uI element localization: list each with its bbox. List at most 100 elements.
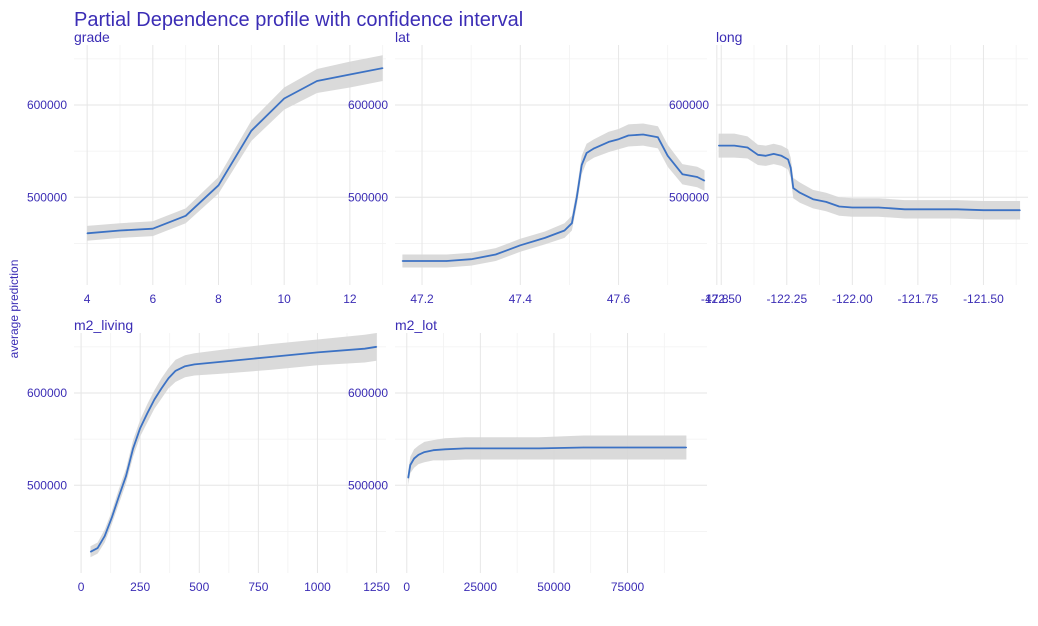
data-point xyxy=(269,356,271,358)
x-tick-label: 47.2 xyxy=(410,292,434,306)
data-point xyxy=(773,153,775,155)
y-tick-label: 500000 xyxy=(348,190,388,204)
x-tick-label: 1250 xyxy=(363,580,390,594)
data-point xyxy=(413,457,415,460)
data-point xyxy=(718,145,720,147)
data-point xyxy=(812,198,814,200)
data-point xyxy=(538,447,540,449)
data-point xyxy=(495,253,497,256)
data-point xyxy=(787,158,789,161)
x-tick-label: 4 xyxy=(84,292,91,306)
x-tick-label: -121.75 xyxy=(898,292,939,306)
confidence-band xyxy=(718,133,1021,220)
y-tick-label: 500000 xyxy=(27,190,67,204)
x-tick-label: 25000 xyxy=(464,580,498,594)
data-point xyxy=(519,244,521,246)
data-point xyxy=(146,412,148,414)
data-point xyxy=(111,517,113,519)
data-point xyxy=(746,146,749,149)
strip-label: lat xyxy=(395,29,410,45)
x-tick-label: 750 xyxy=(248,580,268,594)
data-point xyxy=(465,447,467,449)
data-point xyxy=(703,180,706,182)
x-tick-label: 1000 xyxy=(304,580,331,594)
data-point xyxy=(780,155,783,157)
x-tick-label: 0 xyxy=(78,580,85,594)
strip-label: m2_lot xyxy=(395,317,437,333)
panel-m2-living: m2_living 0 250 500 750 1000 1250 500000 600000 xyxy=(27,317,390,594)
confidence-band xyxy=(408,435,687,486)
data-point xyxy=(375,346,378,348)
x-tick-label: 0 xyxy=(403,580,410,594)
data-point xyxy=(316,80,318,82)
data-point xyxy=(316,351,319,353)
x-tick-label: -122.50 xyxy=(701,292,742,306)
data-point xyxy=(364,348,366,350)
data-point xyxy=(250,130,252,132)
data-point xyxy=(582,446,584,449)
data-point xyxy=(904,208,906,210)
panel-m2-lot: m2_lot 0 25000 50000 75000 500000 600000 xyxy=(348,317,707,594)
data-point xyxy=(617,138,620,140)
data-point xyxy=(421,260,423,262)
y-axis-label: average prediction xyxy=(7,260,21,359)
data-point xyxy=(175,370,177,372)
x-tick-label: 6 xyxy=(149,292,156,306)
confidence-band xyxy=(402,123,705,268)
data-point xyxy=(494,447,496,449)
x-tick-label: 8 xyxy=(215,292,222,306)
data-point xyxy=(671,446,673,449)
data-point xyxy=(930,208,932,210)
data-point xyxy=(132,447,134,449)
chart-title: Partial Dependence profile with confiden… xyxy=(74,9,523,31)
y-tick-label: 600000 xyxy=(348,386,388,400)
data-point xyxy=(790,167,792,169)
strip-label: long xyxy=(716,29,742,45)
data-point xyxy=(571,222,573,224)
data-point xyxy=(681,173,684,175)
data-point xyxy=(222,361,224,363)
data-point xyxy=(586,152,588,154)
data-point xyxy=(382,67,384,69)
data-point xyxy=(544,237,546,239)
data-point xyxy=(608,141,610,143)
data-point xyxy=(563,229,566,232)
data-point xyxy=(627,134,629,137)
data-point xyxy=(432,449,434,451)
series-line xyxy=(90,345,377,553)
data-point xyxy=(152,228,154,230)
data-point xyxy=(642,133,644,136)
data-point xyxy=(956,208,958,210)
series-line xyxy=(402,133,705,262)
data-point xyxy=(838,205,840,208)
data-point xyxy=(86,232,88,234)
x-tick-label: 50000 xyxy=(537,580,571,594)
y-tick-label: 600000 xyxy=(348,98,388,112)
x-tick-label: 250 xyxy=(130,580,150,594)
data-point xyxy=(283,97,285,100)
data-point xyxy=(733,145,735,147)
x-tick-label: -121.50 xyxy=(963,292,1004,306)
data-point xyxy=(185,215,187,217)
data-point xyxy=(792,187,794,189)
y-tick-label: 500000 xyxy=(348,478,388,492)
data-point xyxy=(982,209,985,211)
series-line xyxy=(407,446,687,479)
data-point xyxy=(119,229,121,232)
data-point xyxy=(193,363,196,365)
data-point xyxy=(685,446,687,449)
series-line xyxy=(87,67,383,235)
data-point xyxy=(97,547,99,549)
data-point xyxy=(667,155,669,157)
data-point xyxy=(417,454,420,456)
panel-grade: grade 4 6 8 10 12 500000 600000 xyxy=(27,29,386,306)
data-point xyxy=(757,154,759,156)
data-point xyxy=(89,551,92,553)
data-point xyxy=(349,73,351,76)
data-point xyxy=(470,258,472,260)
data-point xyxy=(851,206,853,209)
data-point xyxy=(153,398,155,401)
strip-label: m2_living xyxy=(74,317,133,333)
